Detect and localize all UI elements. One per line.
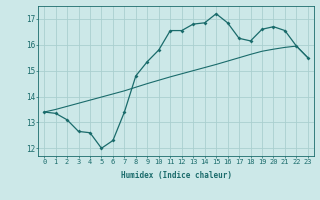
X-axis label: Humidex (Indice chaleur): Humidex (Indice chaleur): [121, 171, 231, 180]
